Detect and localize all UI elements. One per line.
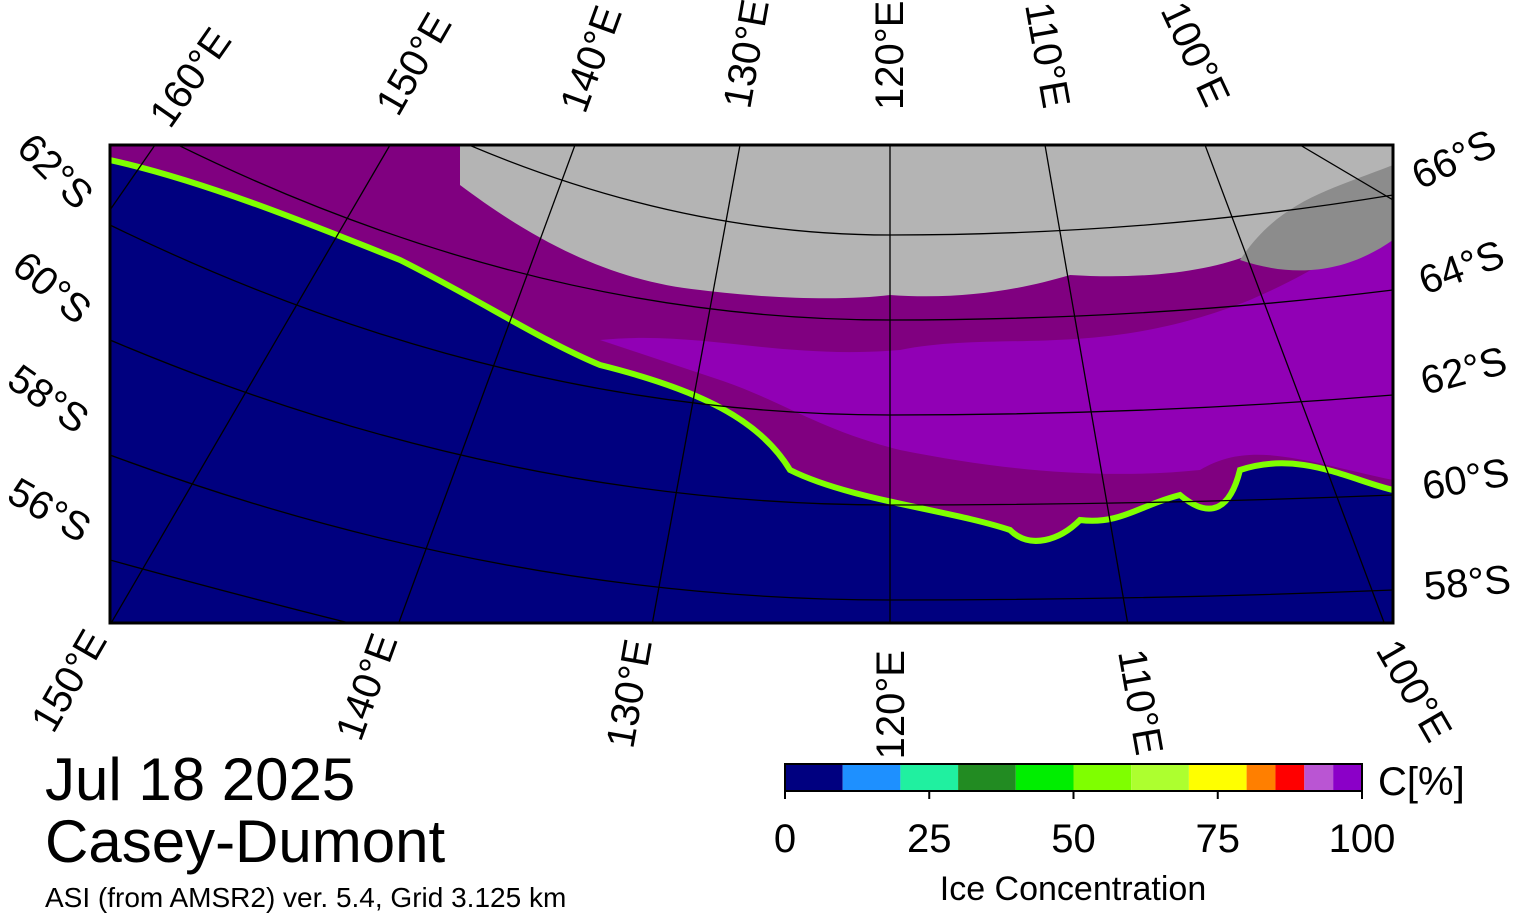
coordinate-label: 130°E (716, 0, 778, 112)
colorbar-tick-label: 0 (774, 817, 796, 861)
date: Jul 18 2025 (45, 746, 355, 813)
colorbar-label: Ice Concentration (940, 870, 1207, 908)
coordinate-label: 60°S (4, 243, 99, 333)
colorbar-tick-label: 75 (1196, 817, 1241, 861)
coordinate-label: 150°E (23, 623, 116, 740)
coordinate-label: 120°E (869, 650, 913, 759)
coordinate-label: 58°S (1422, 558, 1513, 609)
coordinate-label: 56°S (1, 470, 98, 552)
map-frame (108, 143, 1395, 625)
coordinate-label: 110°E (1109, 646, 1171, 758)
coordinate-label: 100°E (1152, 0, 1238, 113)
colorbar-segment (1188, 764, 1247, 791)
region: Casey-Dumont (45, 808, 445, 875)
map-area (110, 145, 1393, 623)
product: ASI (from AMSR2) ver. 5.4, Grid 3.125 km (45, 882, 566, 913)
graticule (110, 145, 1393, 623)
colorbar-unit: C[%] (1378, 760, 1465, 804)
colorbar-tick-label: 25 (907, 817, 952, 861)
colorbar-segment (842, 764, 901, 791)
coordinate-label: 130°E (599, 636, 661, 751)
colorbar-segment (1131, 764, 1189, 791)
coordinate-label: 58°S (0, 356, 96, 442)
land (460, 145, 1393, 299)
coordinate-label: 140°E (328, 628, 407, 746)
coordinate-label: 62°S (1416, 339, 1512, 404)
colorbar-segment (785, 764, 843, 791)
colorbar-segment (958, 764, 1016, 791)
colorbar-segment (1275, 764, 1305, 791)
coordinate-label: 64°S (1413, 232, 1510, 303)
ice-variation (600, 200, 1393, 480)
colorbar-segment (1073, 764, 1132, 791)
colorbar-segment (1333, 764, 1362, 791)
colorbar-segment (1015, 764, 1074, 791)
coordinate-label: 140°E (552, 0, 631, 118)
coordinate-label: 150°E (368, 6, 461, 123)
coordinate-label: 60°S (1419, 450, 1512, 508)
coordinate-label: 120°E (868, 1, 912, 110)
coordinate-label: 62°S (9, 125, 102, 218)
coordinate-label: 66°S (1405, 121, 1503, 198)
colorbar-segment (900, 764, 959, 791)
colorbar-segment (1246, 764, 1276, 791)
ice-shelf (1240, 165, 1393, 271)
ice-edge (110, 157, 1393, 544)
colorbar-segment (1304, 764, 1334, 791)
coordinate-label: 110°E (1016, 0, 1078, 111)
coordinate-label: 160°E (141, 20, 240, 135)
colorbar-tick-label: 50 (1051, 817, 1096, 861)
colorbar-tick-label: 100 (1329, 817, 1396, 861)
coordinate-label: 100°E (1367, 633, 1460, 750)
